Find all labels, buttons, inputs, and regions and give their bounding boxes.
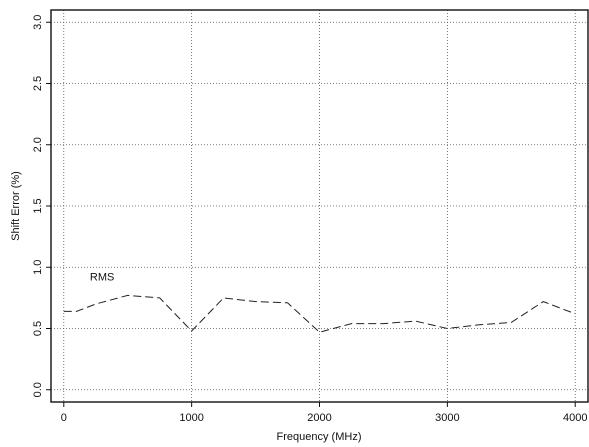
x-tick-label: 4000 — [563, 412, 587, 424]
series-layer — [63, 294, 576, 333]
plot-frame — [50, 9, 589, 403]
x-axis-label: Frequency (MHz) — [277, 431, 362, 443]
y-tick-label: 1.5 — [32, 198, 44, 213]
y-tick-label: 0.5 — [32, 321, 44, 336]
y-tick-label: 3.0 — [32, 15, 44, 30]
grid — [51, 10, 588, 402]
series-line-rms — [63, 294, 576, 333]
y-axis-label: Shift Error (%) — [10, 171, 22, 241]
x-tick-label: 1000 — [179, 412, 203, 424]
x-tick-label: 2000 — [307, 412, 331, 424]
y-tick-label: 2.0 — [32, 137, 44, 152]
labels: Frequency (MHz) Shift Error (%) — [10, 171, 361, 443]
y-tick-label: 2.5 — [32, 76, 44, 91]
ticks: 0 1000 2000 3000 4000 0.0 0.5 1.0 1.5 2.0 2.5 3.0 — [32, 15, 587, 424]
x-tick-label: 3000 — [435, 412, 459, 424]
series-annotation-label: RMS — [90, 272, 114, 284]
y-tick-label: 1.0 — [32, 260, 44, 275]
x-tick-label: 0 — [61, 412, 67, 424]
y-tick-label: 0.0 — [32, 382, 44, 397]
annotations: RMS — [90, 272, 114, 284]
